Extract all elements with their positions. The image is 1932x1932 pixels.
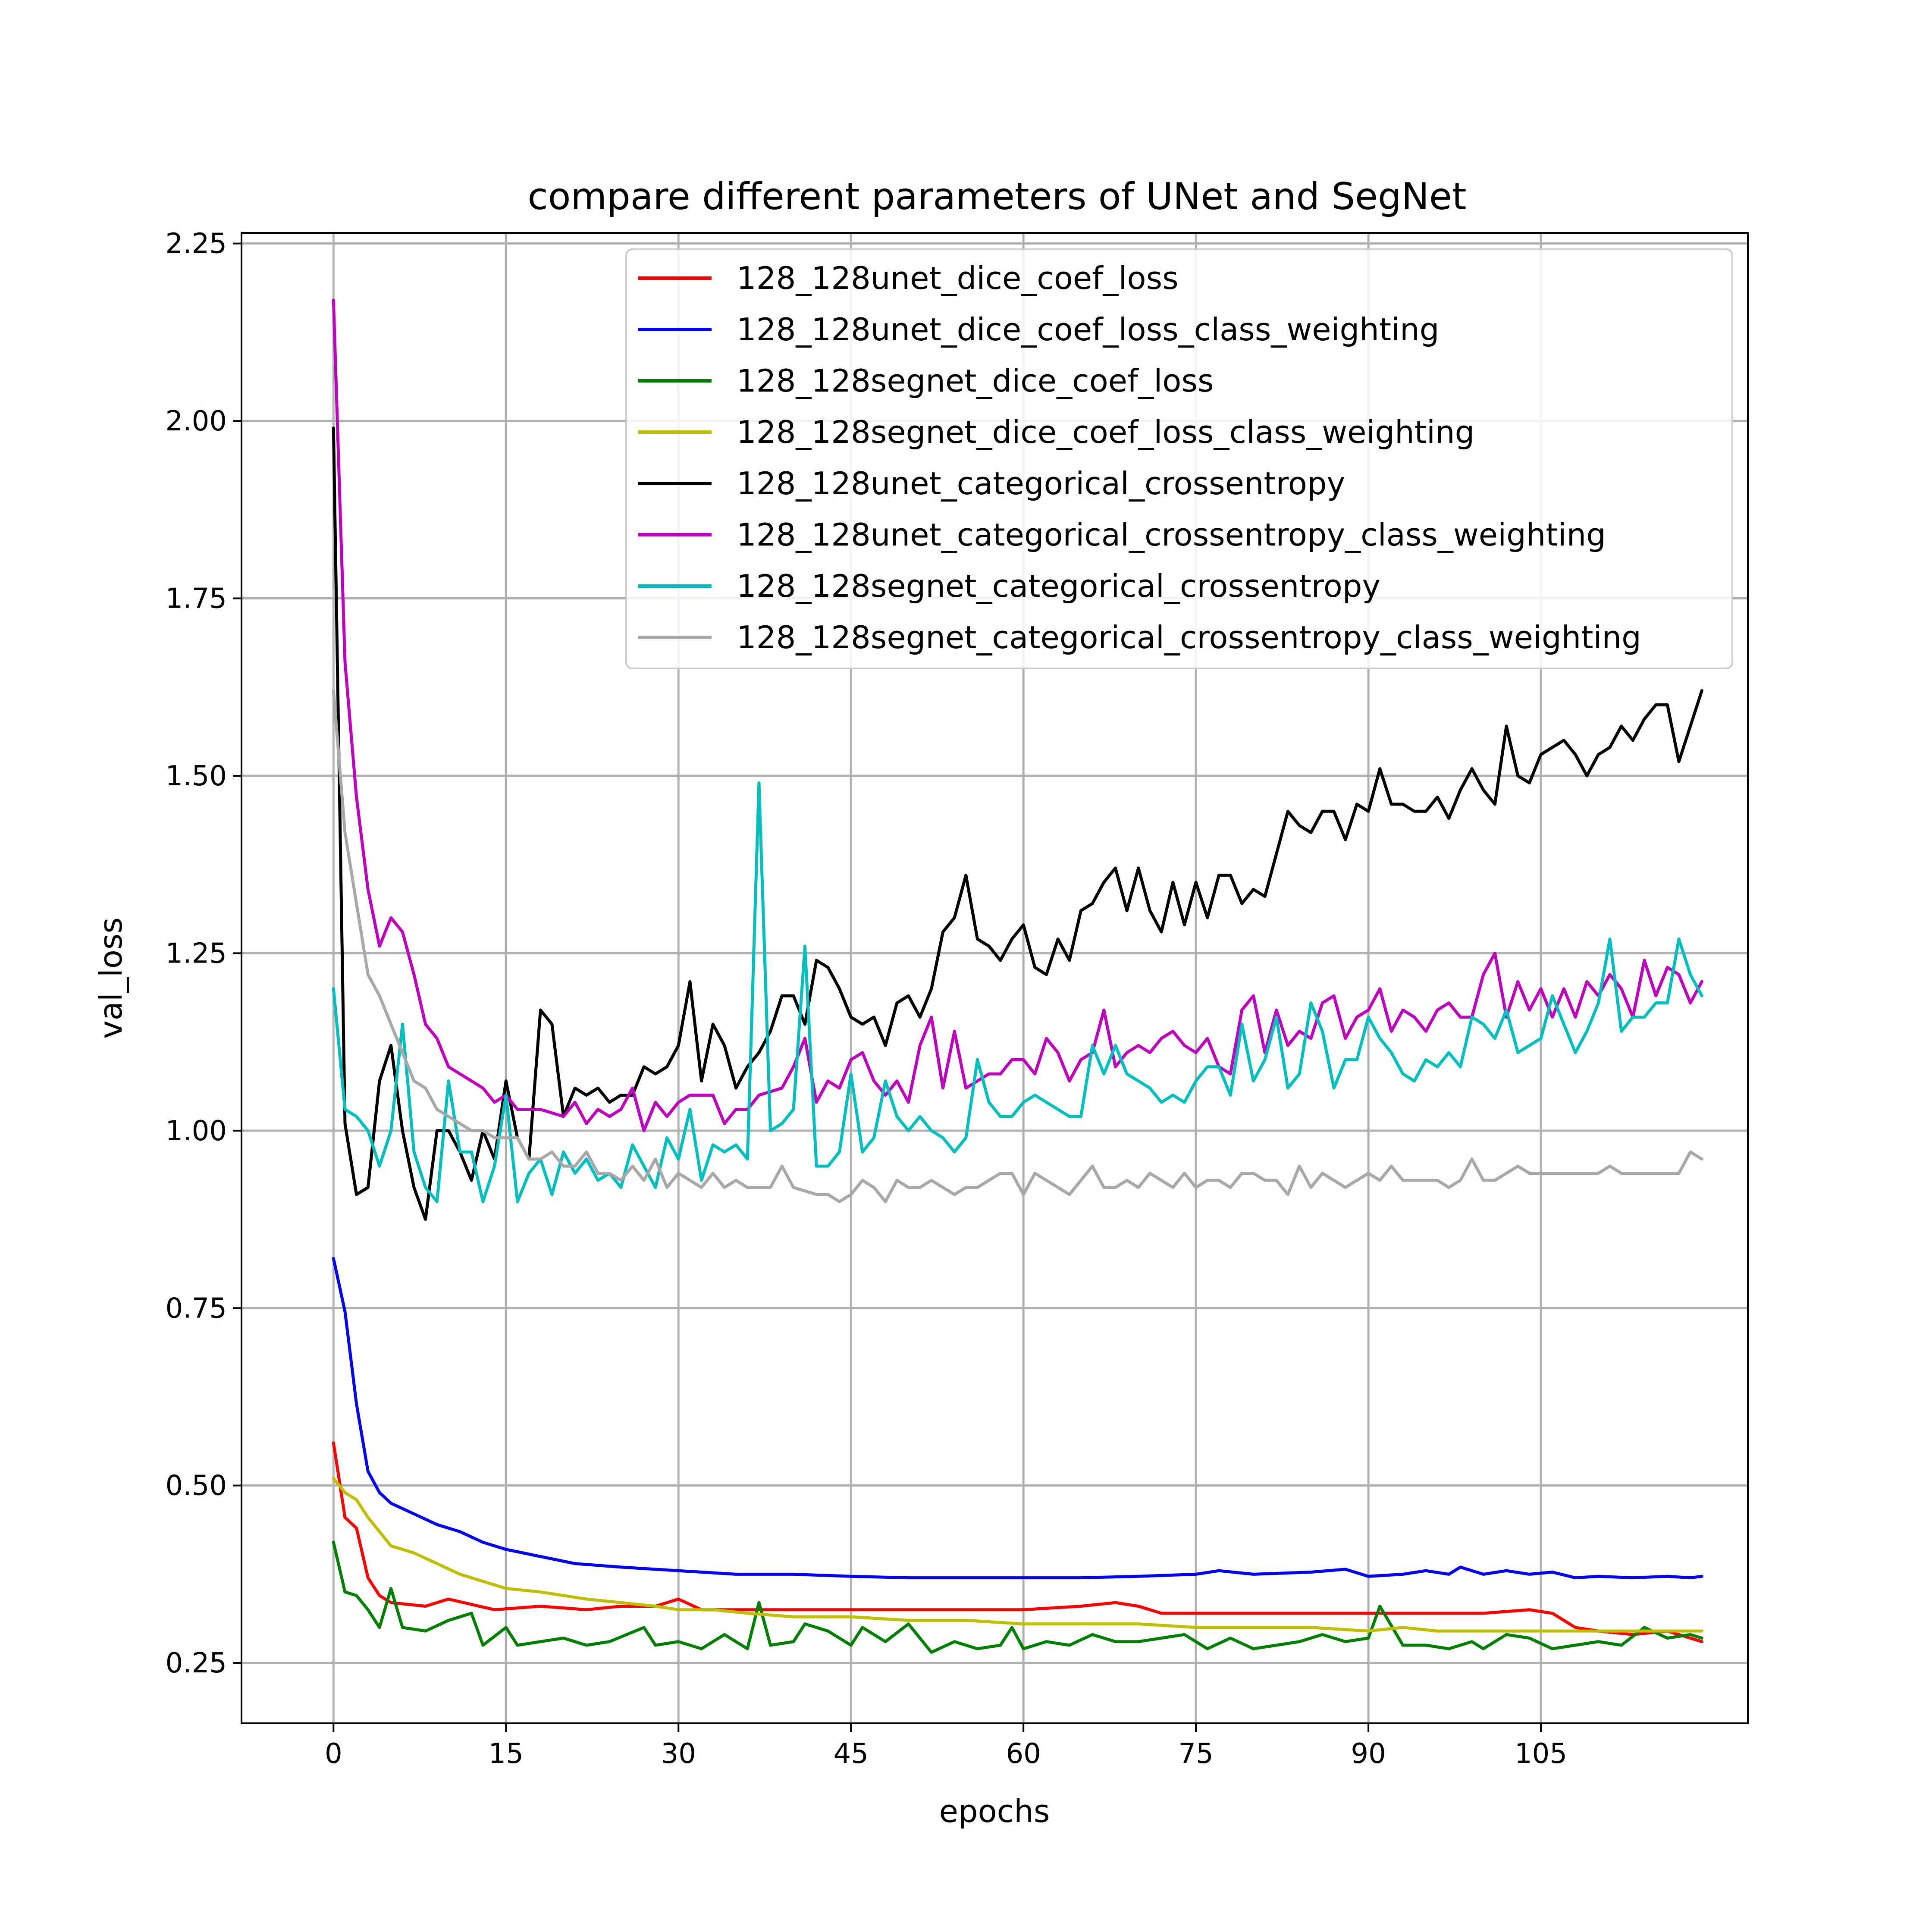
x-tick-label: 45 <box>833 1738 868 1770</box>
series-line-1 <box>332 1441 1703 1643</box>
y-tick-label: 0.75 <box>166 1292 227 1324</box>
legend-label-8: 128_128segnet_categorical_crossentropy_c… <box>737 619 1641 656</box>
x-axis-ticks: 0 15 30 45 60 75 90 105 <box>325 1723 1567 1770</box>
plot-frame <box>241 232 1749 1724</box>
legend-label-5: 128_128unet_categorical_crossentropy <box>737 465 1345 502</box>
x-tick-label: 0 <box>325 1738 342 1770</box>
legend-label-7: 128_128segnet_categorical_crossentropy <box>737 568 1380 604</box>
legend-label-2: 128_128unet_dice_coef_loss_class_weighti… <box>737 311 1439 348</box>
legend-box <box>625 248 1733 669</box>
x-tick-label: 90 <box>1351 1738 1386 1770</box>
series-line-7 <box>332 781 1703 1203</box>
x-tick-label: 75 <box>1178 1738 1213 1770</box>
x-tick-label: 60 <box>1006 1738 1041 1770</box>
x-tick-label: 15 <box>489 1738 524 1770</box>
y-tick-label: 0.50 <box>166 1470 227 1502</box>
series-line-5 <box>332 427 1703 1221</box>
legend-label-3: 128_128segnet_dice_coef_loss <box>737 363 1214 399</box>
x-tick-label: 105 <box>1515 1738 1567 1770</box>
legend: 128_128unet_dice_coef_loss 128_128unet_di… <box>625 248 1733 669</box>
y-tick-label: 1.75 <box>166 583 227 615</box>
series-line-8 <box>332 689 1703 1203</box>
y-tick-label: 2.25 <box>166 228 227 260</box>
y-tick-label: 1.00 <box>166 1115 227 1147</box>
x-axis-label: epochs <box>939 1793 1050 1829</box>
legend-label-6: 128_128unet_categorical_crossentropy_cla… <box>737 517 1606 553</box>
series-line-4 <box>332 1477 1703 1633</box>
legend-label-4: 128_128segnet_dice_coef_loss_class_weigh… <box>737 414 1474 450</box>
y-tick-label: 2.00 <box>166 405 227 437</box>
y-tick-label: 0.25 <box>166 1647 227 1679</box>
y-tick-label: 1.50 <box>166 760 227 792</box>
series-lines <box>332 298 1703 1654</box>
y-axis-ticks: 0.25 0.50 0.75 1.00 1.25 1.50 1.75 2.00 2.25 <box>166 228 242 1679</box>
series-line-6 <box>332 298 1703 1132</box>
y-tick-label: 1.25 <box>166 938 227 969</box>
series-line-3 <box>332 1540 1703 1654</box>
y-axis-label: val_loss <box>93 917 129 1039</box>
legend-label-1: 128_128unet_dice_coef_loss <box>737 260 1179 296</box>
series-line-2 <box>332 1257 1703 1580</box>
x-tick-label: 30 <box>661 1738 696 1770</box>
chart-title: compare different parameters of UNet and… <box>527 175 1466 218</box>
